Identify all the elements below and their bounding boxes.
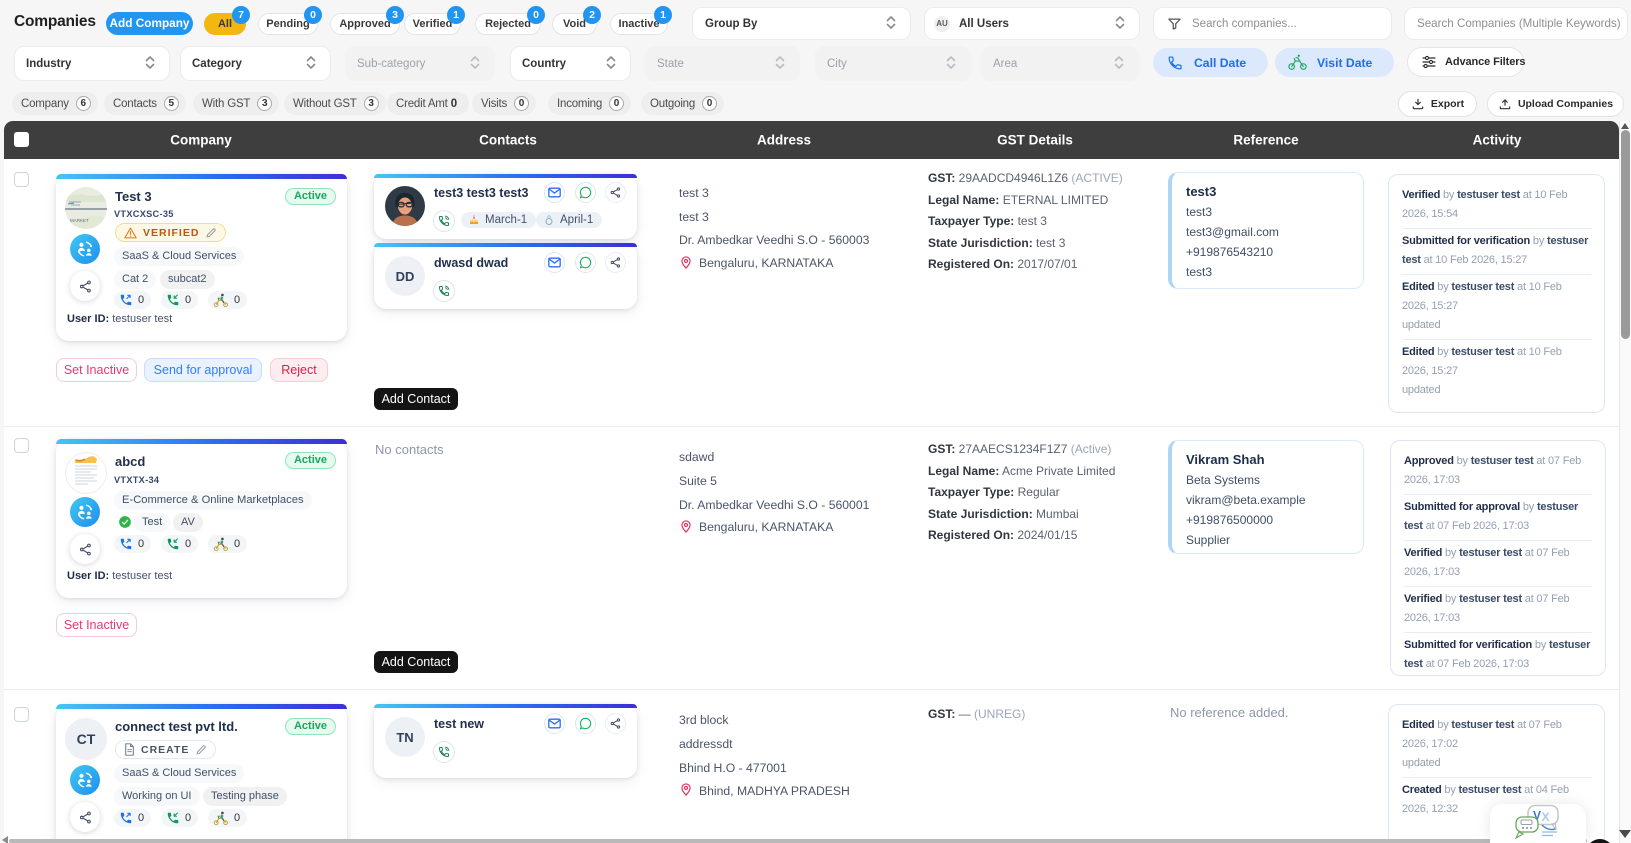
svg-text:X: X (1542, 810, 1550, 824)
svg-text:V: V (1533, 809, 1541, 823)
svg-text:MARKET: MARKET (70, 218, 89, 223)
